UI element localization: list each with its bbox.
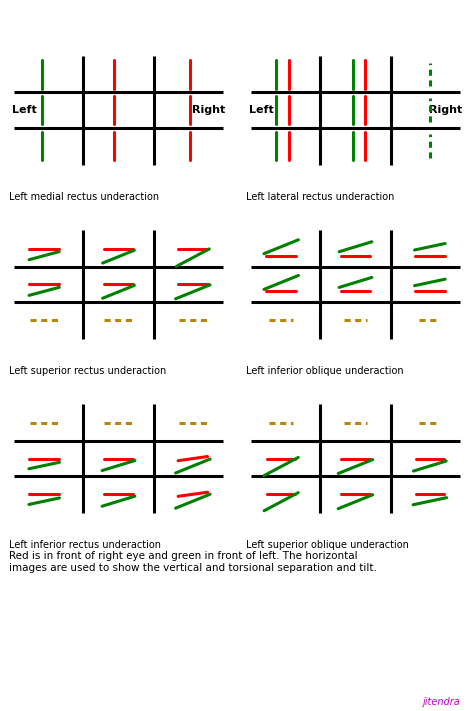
Text: Left superior rectus underaction: Left superior rectus underaction	[9, 366, 167, 376]
Text: Right: Right	[429, 105, 462, 115]
Text: Right: Right	[192, 105, 225, 115]
Text: Left: Left	[249, 105, 273, 115]
Text: Left lateral rectus underaction: Left lateral rectus underaction	[246, 192, 395, 202]
Text: Red is in front of right eye and green in front of left. The horizontal
images a: Red is in front of right eye and green i…	[9, 551, 377, 572]
Text: Left superior oblique underaction: Left superior oblique underaction	[246, 540, 410, 550]
Text: jitendra: jitendra	[422, 697, 460, 707]
Text: Left: Left	[12, 105, 36, 115]
Text: Left medial rectus underaction: Left medial rectus underaction	[9, 192, 160, 202]
Text: Left inferior rectus underaction: Left inferior rectus underaction	[9, 540, 162, 550]
Text: Left inferior oblique underaction: Left inferior oblique underaction	[246, 366, 404, 376]
